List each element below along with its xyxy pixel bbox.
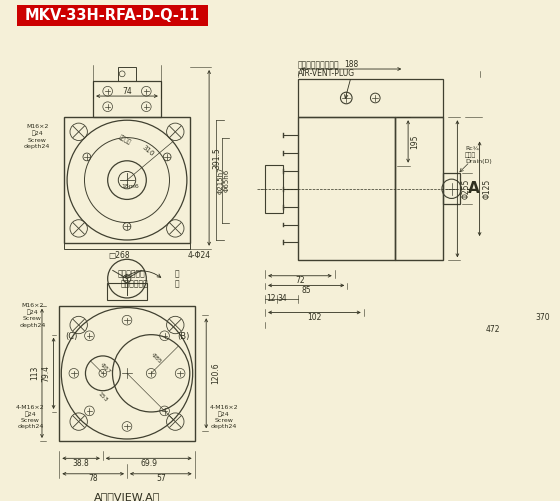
Text: 472: 472 — [486, 325, 501, 334]
Text: 120.6: 120.6 — [211, 363, 221, 384]
Text: A視（VIEW.A）: A視（VIEW.A） — [94, 492, 160, 501]
Bar — [17, 5, 208, 26]
Text: 310: 310 — [141, 144, 155, 158]
Bar — [64, 117, 190, 243]
Text: (B): (B) — [177, 332, 189, 341]
Bar — [395, 117, 443, 261]
Text: 38.8: 38.8 — [73, 458, 90, 467]
Text: エアーベントプラグ: エアーベントプラグ — [298, 61, 339, 70]
Text: 195: 195 — [410, 134, 419, 149]
Bar — [118, 67, 136, 81]
Text: 減: 減 — [175, 279, 180, 288]
Text: M16×2
深24
Screw
depth24: M16×2 深24 Screw depth24 — [24, 124, 50, 149]
Text: 57: 57 — [156, 474, 166, 483]
FancyArrowPatch shape — [125, 271, 161, 278]
Text: MKV-33H-RFA-D-Q-11: MKV-33H-RFA-D-Q-11 — [25, 8, 200, 23]
Text: A: A — [468, 181, 480, 196]
Text: 18m6: 18m6 — [121, 184, 139, 189]
Text: 4-M16×2
深24
Screw
depth24: 4-M16×2 深24 Screw depth24 — [16, 405, 45, 429]
Text: Φ37: Φ37 — [99, 362, 112, 375]
Bar — [298, 79, 443, 117]
Text: 4-Φ24: 4-Φ24 — [188, 251, 211, 260]
Text: （吐出量）増: （吐出量）増 — [121, 279, 148, 288]
Text: 153: 153 — [97, 392, 109, 403]
Text: 113: 113 — [30, 366, 39, 380]
Text: Rc¾
ドレン
Drain(D): Rc¾ ドレン Drain(D) — [465, 146, 492, 164]
Text: （吐出量）増: （吐出量）増 — [118, 270, 146, 279]
Bar — [265, 165, 283, 213]
Text: 69.9: 69.9 — [140, 458, 157, 467]
Text: 34: 34 — [278, 295, 287, 304]
Bar — [59, 306, 195, 441]
Text: □268: □268 — [109, 251, 130, 260]
Text: Φ65h6: Φ65h6 — [223, 168, 230, 192]
Text: 78: 78 — [88, 474, 98, 483]
Bar — [107, 283, 147, 300]
Text: 4-M16×2
深24
Screw
depth24: 4-M16×2 深24 Screw depth24 — [209, 405, 238, 429]
Text: 72: 72 — [295, 276, 305, 285]
Text: AIR-VENT-PLUG: AIR-VENT-PLUG — [298, 69, 355, 78]
Text: 85: 85 — [301, 286, 311, 295]
Text: 79.4: 79.4 — [41, 365, 50, 382]
Text: Φ255: Φ255 — [461, 179, 470, 199]
Bar — [93, 81, 161, 117]
Text: Φ215h7: Φ215h7 — [218, 166, 223, 194]
Text: Φ85: Φ85 — [150, 353, 162, 365]
Text: 12: 12 — [266, 295, 276, 304]
Text: (C): (C) — [65, 332, 77, 341]
Text: 188: 188 — [344, 60, 358, 69]
Text: Φ125: Φ125 — [483, 179, 492, 199]
Text: M16×2
深24
Screw
depth24: M16×2 深24 Screw depth24 — [19, 303, 45, 328]
Text: 回転方向: 回転方向 — [118, 134, 132, 145]
Text: 74: 74 — [122, 87, 132, 96]
Text: 102: 102 — [307, 313, 321, 322]
Text: 370: 370 — [535, 313, 550, 322]
Text: 減: 減 — [175, 270, 180, 279]
Bar — [298, 117, 395, 261]
Bar — [64, 243, 190, 248]
Bar — [443, 173, 460, 204]
Text: 391.5: 391.5 — [212, 147, 221, 169]
